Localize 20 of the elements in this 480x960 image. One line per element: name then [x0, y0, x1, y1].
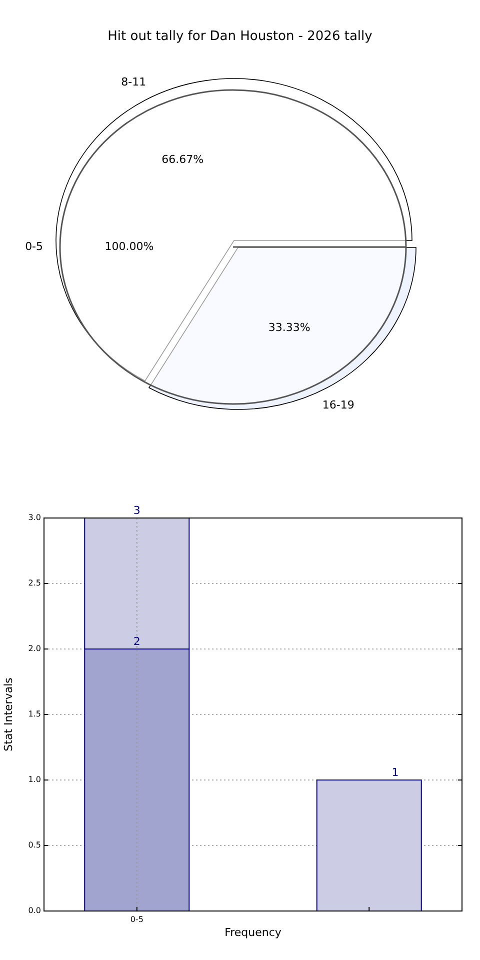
y-tick-label: 2.5	[28, 578, 41, 588]
y-tick-label: 0.5	[28, 840, 41, 850]
slice-label: 8-11	[121, 76, 146, 89]
chart-title: Hit out tally for Dan Houston - 2026 tally	[108, 29, 373, 44]
data-label: 2	[133, 635, 140, 648]
slice-label: 16-19	[322, 398, 354, 412]
y-tick-label: 2.0	[28, 644, 41, 654]
x-axis-title: Frequency	[224, 926, 282, 939]
bar	[316, 780, 422, 912]
y-tick-label: 1.5	[28, 710, 41, 719]
y-axis-title: Stat Intervals	[2, 677, 15, 752]
data-label: 33.33%	[268, 321, 310, 334]
y-tick-label: 1.0	[28, 775, 41, 784]
total-label: 3	[133, 504, 140, 517]
data-label: 100.00%	[104, 240, 154, 254]
slice-label: 0-5	[25, 240, 44, 254]
data-label: 66.67%	[162, 152, 204, 166]
total-label: 1	[392, 766, 399, 779]
y-tick-label: 3.0	[28, 513, 41, 522]
y-tick-label: 0.0	[28, 906, 41, 916]
